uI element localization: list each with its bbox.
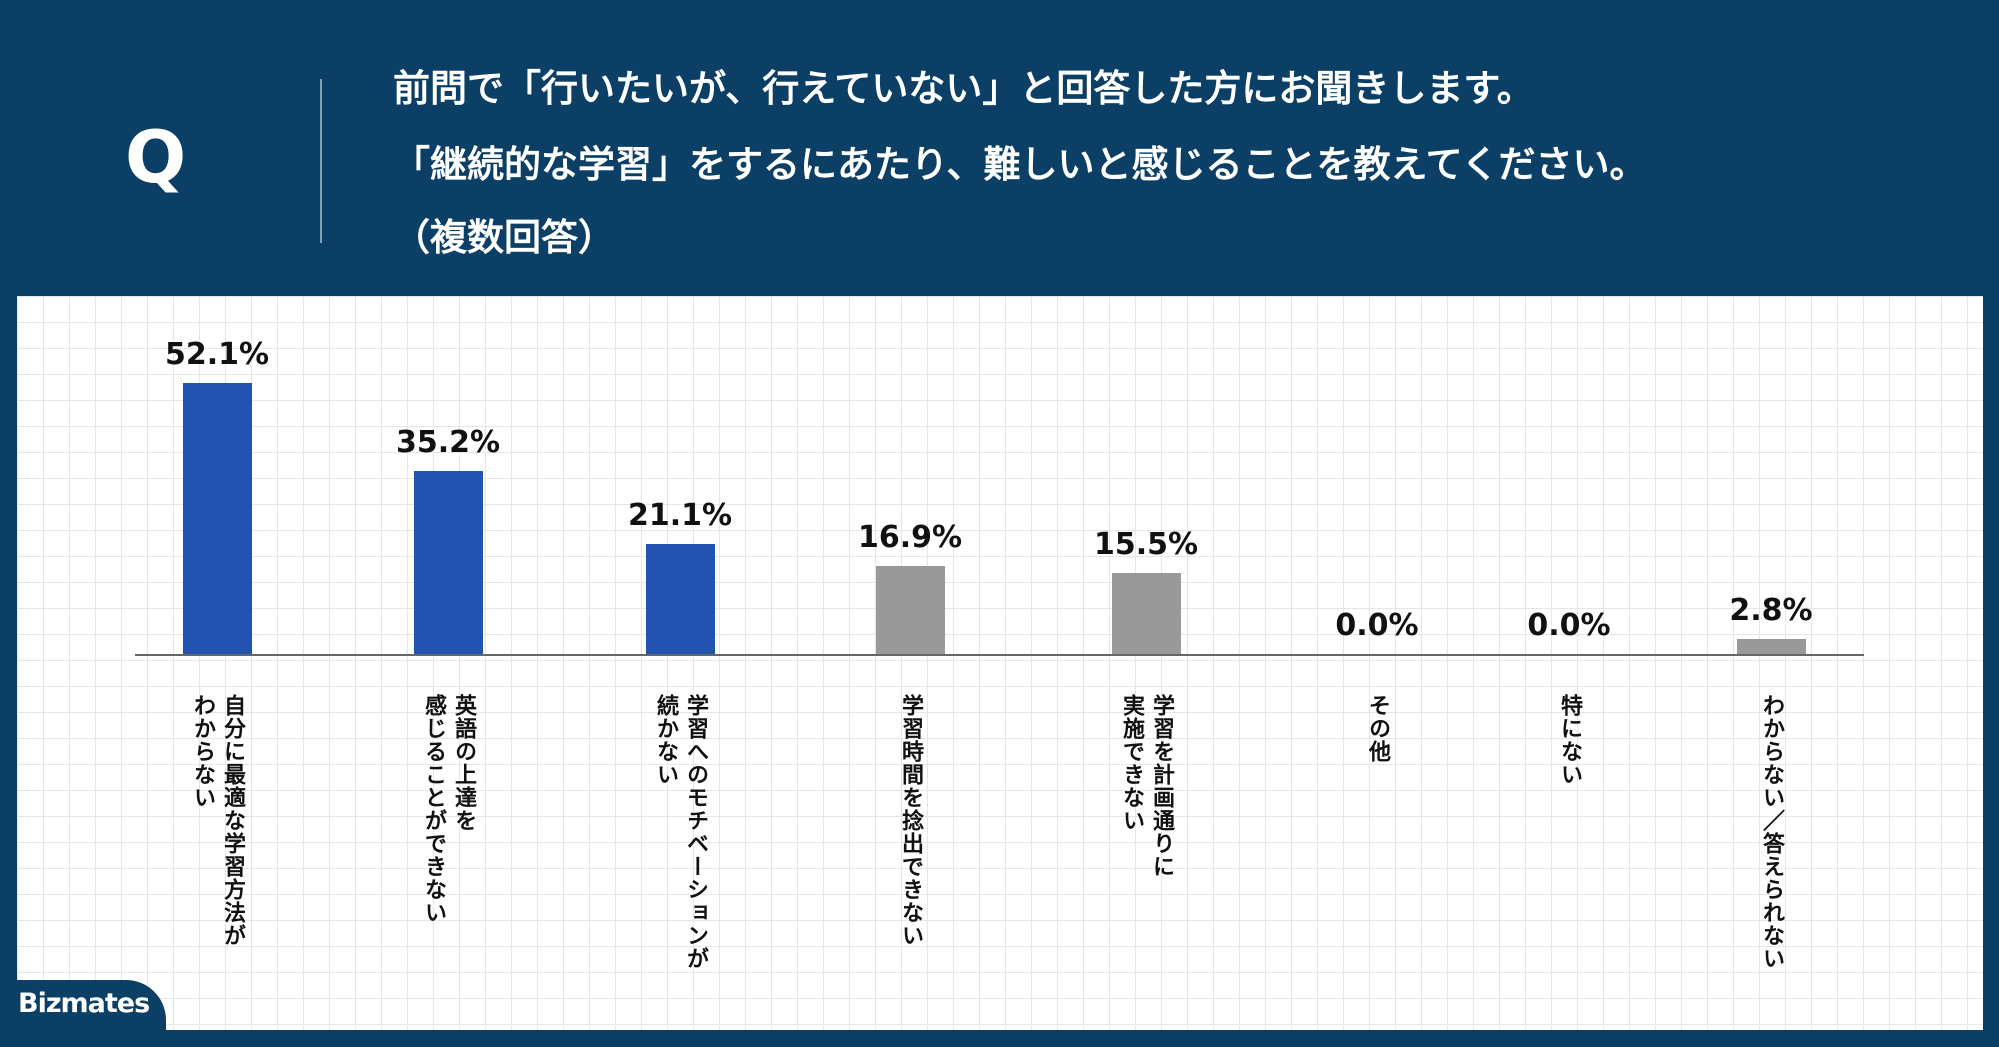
category-label: 自分に最適な学習方法が わからない <box>190 694 245 947</box>
bar <box>182 382 252 654</box>
category-label: その他 <box>1365 694 1390 763</box>
value-label: 15.5% <box>1093 527 1199 563</box>
chart-panel <box>17 296 1983 1030</box>
value-label: 21.1% <box>627 498 733 534</box>
q-mark: Q <box>125 115 187 199</box>
value-label: 16.9% <box>857 519 963 555</box>
separator <box>320 79 322 243</box>
baseline <box>135 654 1864 656</box>
bar <box>413 470 483 654</box>
value-label: 35.2% <box>395 424 501 460</box>
category-label: わからない／答えられない <box>1759 694 1784 970</box>
category-label: 学習時間を捻出できない <box>898 694 923 947</box>
category-label: 学習へのモチベーションが 続かない <box>653 694 708 970</box>
bar <box>875 565 945 654</box>
logo: Bizmates <box>0 980 166 1030</box>
category-label: 特にない <box>1557 694 1582 786</box>
question-line: 前問で「行いたいが、行えていない」と回答した方にお聞きします。 <box>393 67 1534 110</box>
category-label: 学習を計画通りに 実施できない <box>1119 694 1174 878</box>
value-label: 0.0% <box>1335 608 1419 643</box>
bar <box>1736 639 1806 654</box>
value-label: 52.1% <box>164 336 270 372</box>
logo-text: Bizmates <box>18 988 150 1019</box>
bar <box>1111 573 1181 654</box>
bar <box>645 544 715 654</box>
category-label: 英語の上達を 感じることができない <box>421 694 476 924</box>
question-line: 「継続的な学習」をするにあたり、難しいと感じることを教えてください。 <box>393 143 1647 186</box>
question-line: （複数回答） <box>393 216 615 259</box>
value-label: 2.8% <box>1729 593 1813 629</box>
value-label: 0.0% <box>1527 608 1611 643</box>
